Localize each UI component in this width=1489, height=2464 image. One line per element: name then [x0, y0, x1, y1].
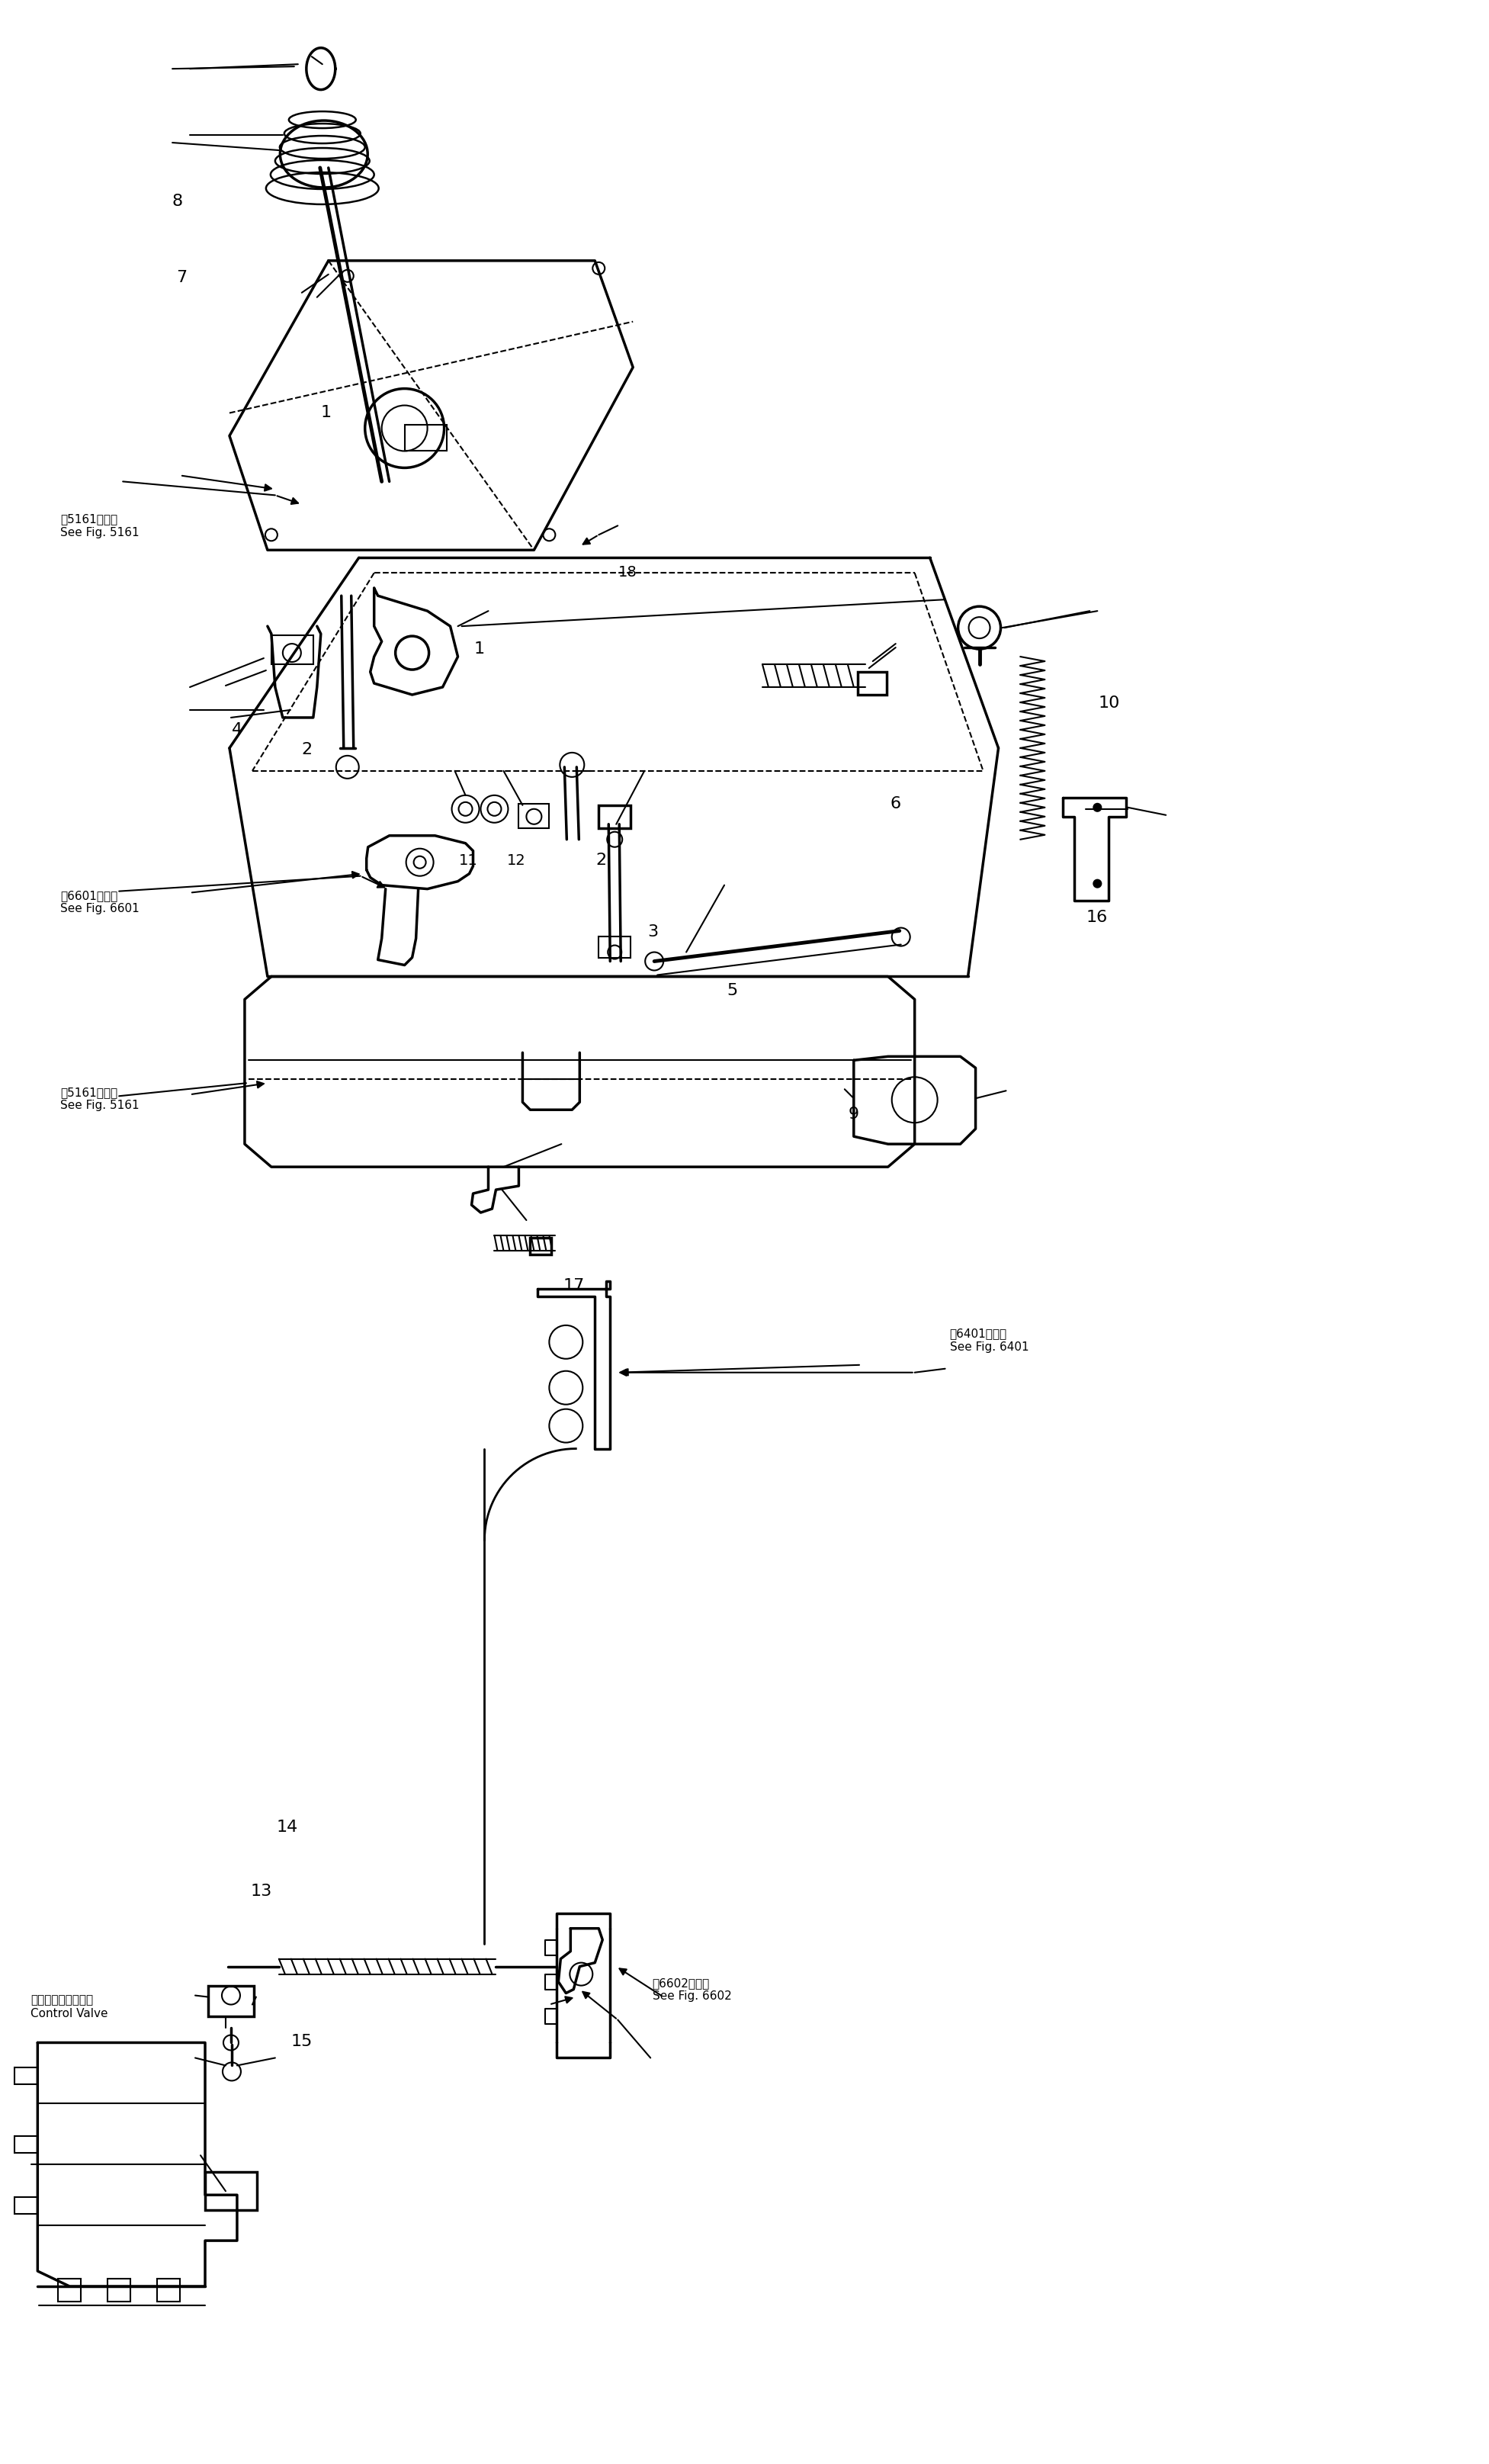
Text: 18: 18 [618, 564, 637, 579]
Bar [15, 2198, 37, 2215]
Bar [271, 636, 313, 665]
Bar [158, 2279, 180, 2301]
Bar [208, 1986, 253, 2016]
Text: 2: 2 [596, 853, 606, 867]
Text: 第5161図参照
See Fig. 5161: 第5161図参照 See Fig. 5161 [61, 1087, 140, 1111]
Text: 14: 14 [275, 1821, 298, 1836]
Bar [107, 2279, 131, 2301]
Text: 第5161図参照
See Fig. 5161: 第5161図参照 See Fig. 5161 [61, 513, 140, 537]
Text: 16: 16 [1087, 909, 1108, 924]
Bar [599, 806, 631, 828]
Bar [518, 803, 549, 828]
Bar [15, 2067, 37, 2085]
Bar [15, 2136, 37, 2154]
Circle shape [1093, 880, 1102, 887]
Text: 8: 8 [173, 195, 183, 209]
Bar [599, 936, 631, 958]
Text: 1: 1 [474, 641, 484, 655]
Text: 4: 4 [231, 722, 243, 737]
Text: 6: 6 [890, 796, 901, 811]
Text: 9: 9 [849, 1106, 859, 1121]
Text: 5: 5 [727, 983, 737, 998]
Circle shape [1093, 803, 1102, 811]
Bar [858, 673, 886, 695]
Text: 15: 15 [290, 2033, 313, 2050]
Text: 第6601図参照
See Fig. 6601: 第6601図参照 See Fig. 6601 [61, 890, 140, 914]
Text: 第6401図参照
See Fig. 6401: 第6401図参照 See Fig. 6401 [950, 1328, 1029, 1353]
Text: 12: 12 [506, 853, 526, 867]
Bar [405, 424, 447, 451]
Bar [58, 2279, 80, 2301]
Text: 7: 7 [177, 269, 188, 286]
Text: 2: 2 [301, 742, 313, 756]
Text: 3: 3 [648, 924, 658, 939]
Bar [205, 2173, 258, 2210]
Text: 第6602図参照
See Fig. 6602: 第6602図参照 See Fig. 6602 [652, 1979, 731, 2003]
Text: 10: 10 [1099, 695, 1120, 710]
Bar [530, 1237, 551, 1254]
Text: 17: 17 [563, 1279, 585, 1294]
Text: 13: 13 [250, 1885, 272, 1900]
Text: コントロールバルブ
Control Valve: コントロールバルブ Control Valve [31, 1996, 109, 2020]
Text: 11: 11 [459, 853, 478, 867]
Text: 1: 1 [320, 404, 332, 421]
